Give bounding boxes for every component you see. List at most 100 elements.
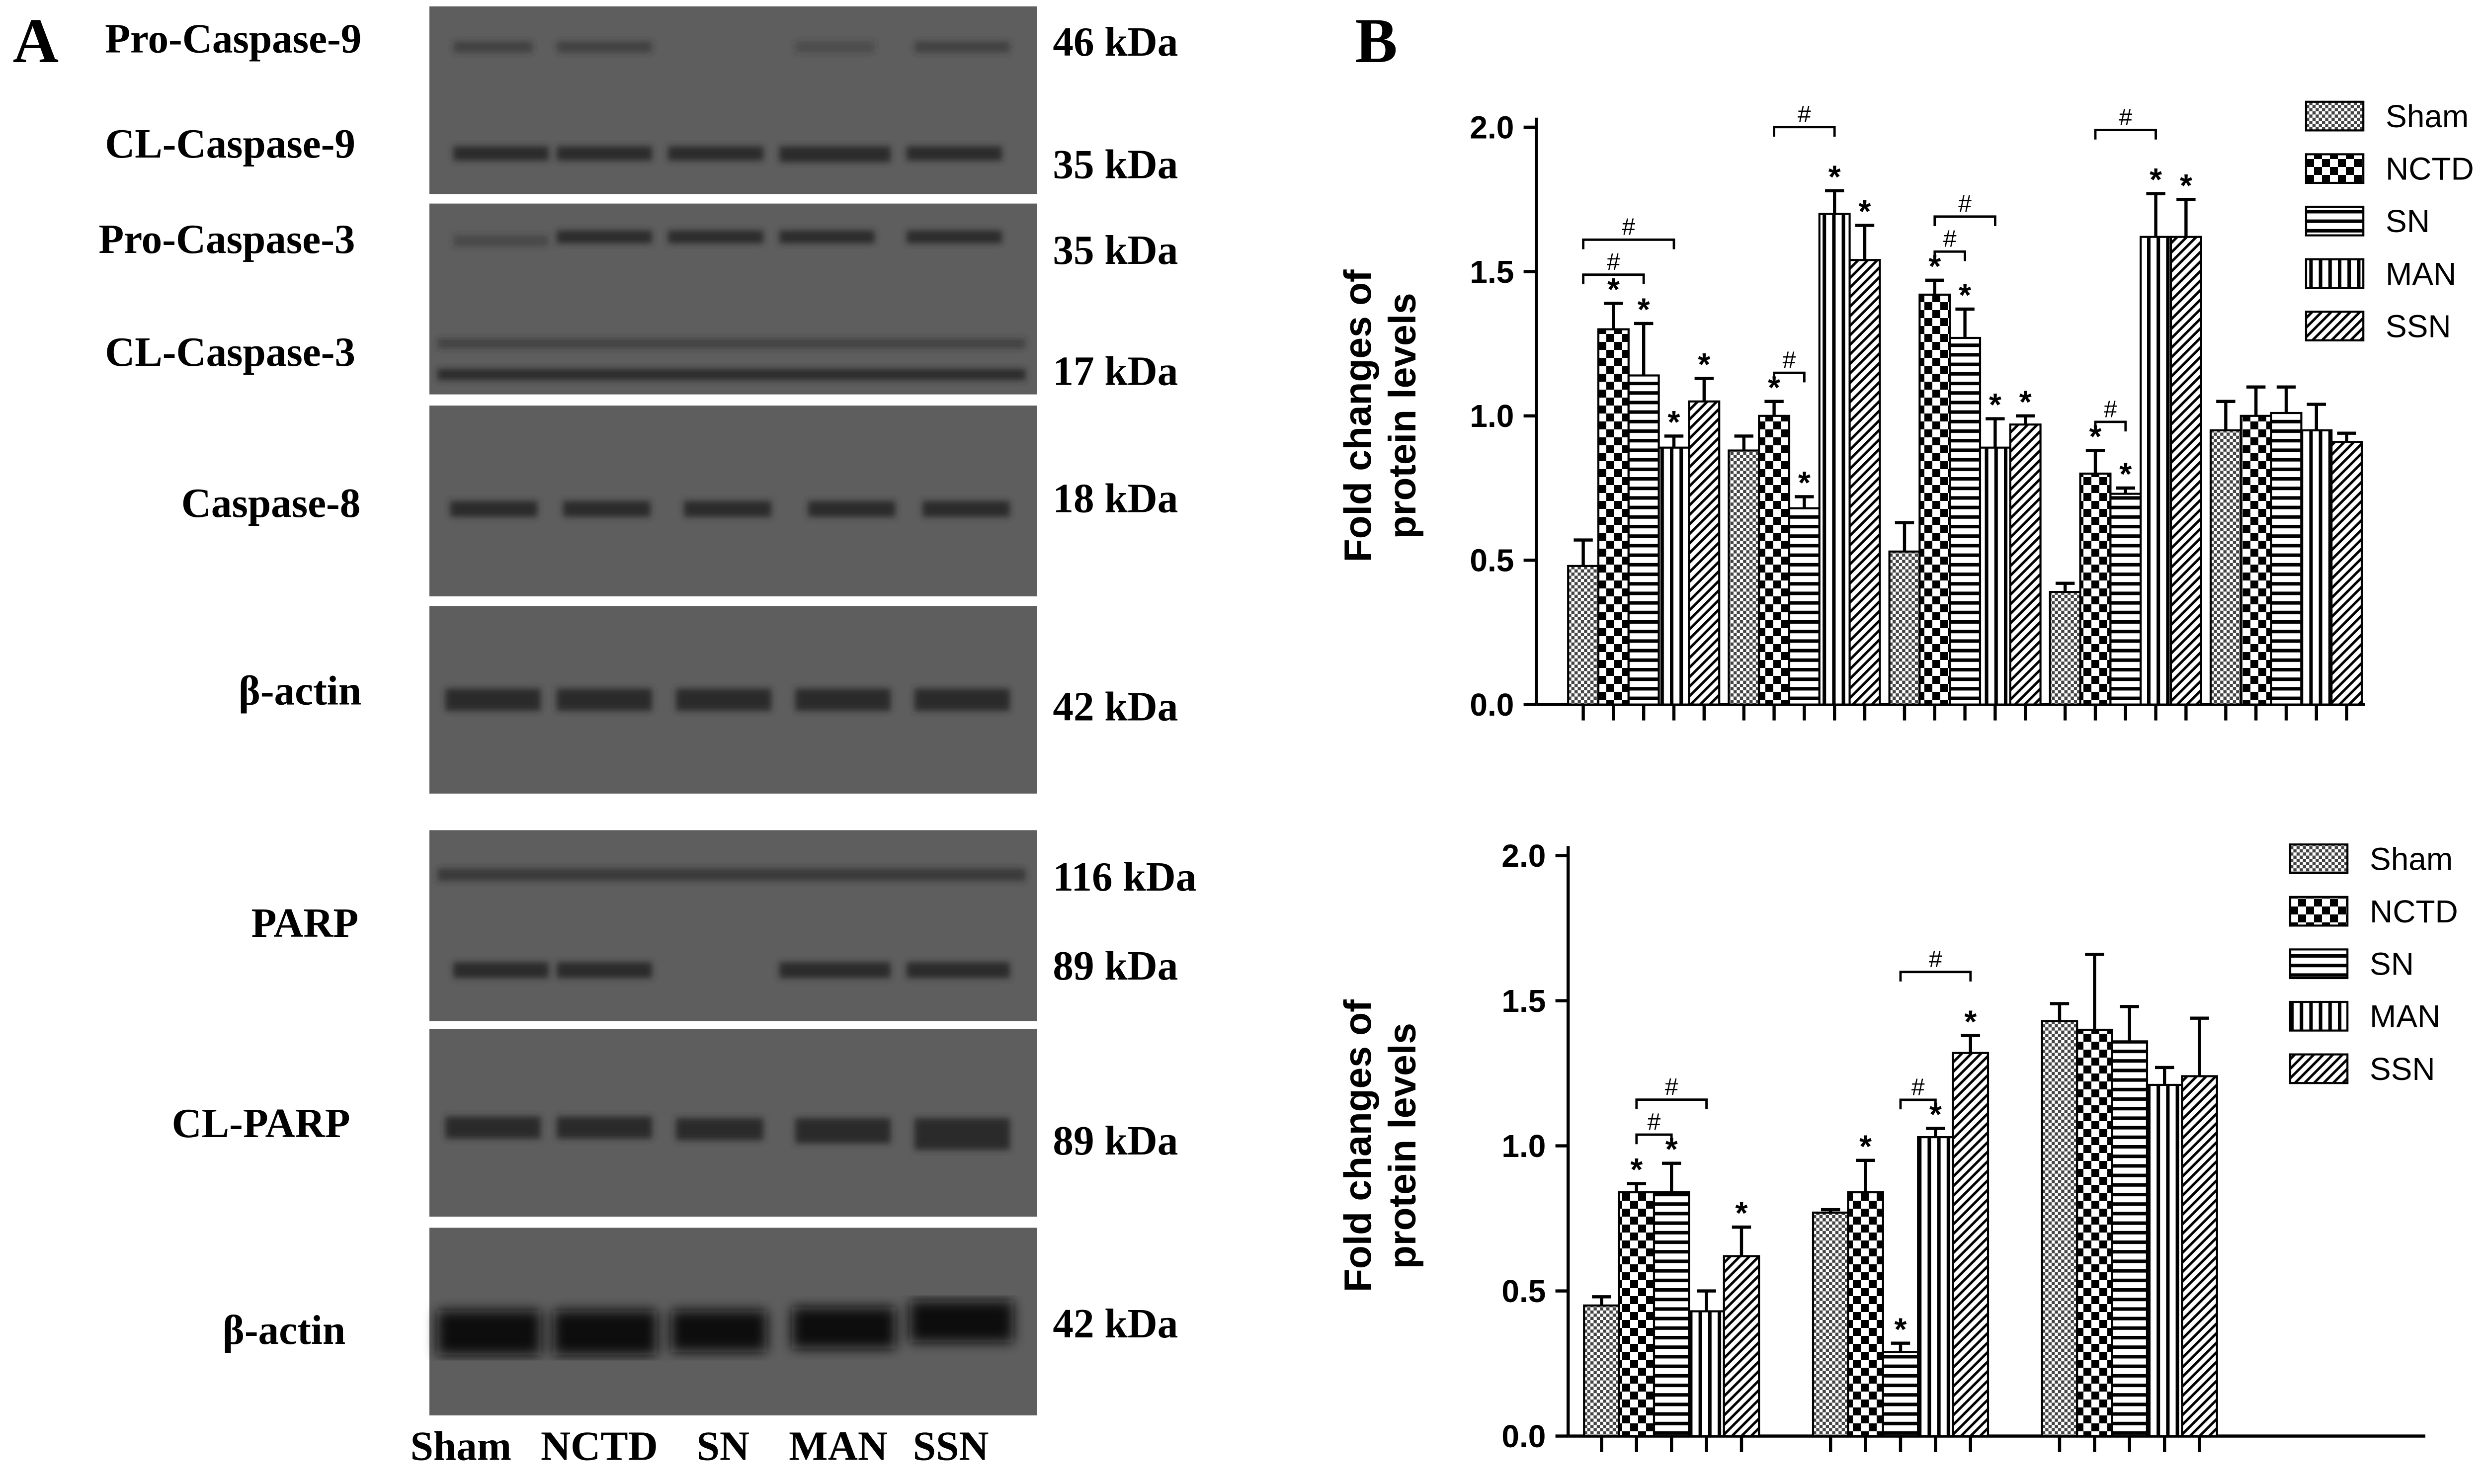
bracket-label: # bbox=[1958, 191, 1972, 217]
bracket-label: # bbox=[1798, 101, 1811, 128]
bar bbox=[1723, 1255, 1760, 1437]
label-cl-caspase-9: CL-Caspase-9 bbox=[105, 121, 356, 167]
bar bbox=[1882, 1351, 1919, 1437]
legend-label: SN bbox=[2386, 203, 2430, 239]
legend-swatch bbox=[2305, 100, 2365, 132]
y-tick-label: 2.0 bbox=[1470, 109, 1514, 145]
bar bbox=[1583, 1304, 1620, 1437]
significance-star: * bbox=[2019, 384, 2032, 419]
panel-b-letter: B bbox=[1355, 4, 1398, 77]
bar bbox=[1618, 1191, 1656, 1437]
significance-star: * bbox=[1895, 1311, 1907, 1347]
legend-swatch bbox=[2289, 1053, 2349, 1084]
bar bbox=[2330, 440, 2363, 706]
label-cl-parp: CL-PARP bbox=[171, 1100, 350, 1147]
legend-swatch bbox=[2289, 843, 2349, 874]
y-tick-label: 1.5 bbox=[1470, 254, 1514, 290]
significance-bracket bbox=[1899, 971, 1972, 982]
y-axis-label: Fold changes of protein levels bbox=[1336, 269, 1424, 562]
kda-label: 18 kDa bbox=[1053, 475, 1178, 522]
y-tick-label: 0.0 bbox=[1470, 687, 1514, 723]
significance-star: * bbox=[1607, 271, 1620, 307]
significance-star: * bbox=[1698, 346, 1710, 382]
bracket-label: # bbox=[1622, 214, 1635, 241]
blot-caspase9 bbox=[429, 6, 1037, 194]
kda-label: 42 kDa bbox=[1053, 1301, 1178, 1347]
bar bbox=[2181, 1075, 2218, 1437]
significance-star: * bbox=[1630, 1152, 1643, 1187]
bar bbox=[2146, 1083, 2183, 1437]
kda-label: 46 kDa bbox=[1053, 19, 1178, 66]
significance-star: * bbox=[1859, 1128, 1872, 1164]
bar bbox=[2076, 1028, 2113, 1437]
significance-star: * bbox=[1989, 387, 2001, 422]
y-tick-label: 1.5 bbox=[1501, 983, 1546, 1019]
legend-swatch bbox=[2305, 311, 2365, 341]
y-tick-label: 0.5 bbox=[1501, 1273, 1546, 1309]
kda-label: 89 kDa bbox=[1053, 1118, 1178, 1164]
label-cl-caspase-3: CL-Caspase-3 bbox=[105, 329, 356, 376]
bar bbox=[1567, 565, 1600, 706]
y-tick-label: 0.5 bbox=[1470, 543, 1514, 578]
bracket-label: # bbox=[1665, 1074, 1678, 1100]
legend-swatch bbox=[2305, 205, 2365, 237]
significance-bracket bbox=[1933, 215, 1996, 227]
label-beta-actin-1: β-actin bbox=[239, 668, 362, 714]
bar bbox=[1812, 1211, 1849, 1437]
legend-label: NCTD bbox=[2370, 894, 2458, 929]
bar bbox=[1847, 1191, 1884, 1437]
bracket-label: # bbox=[2119, 104, 2132, 131]
bracket-label: # bbox=[2104, 396, 2117, 422]
bar bbox=[1758, 414, 1791, 706]
legend-swatch bbox=[2289, 948, 2349, 980]
lane-label-man: MAN bbox=[789, 1423, 888, 1470]
significance-star: * bbox=[1964, 1003, 1977, 1039]
bracket-label: # bbox=[1929, 946, 1942, 973]
bracket-label: # bbox=[1943, 226, 1957, 252]
label-pro-caspase-3: Pro-Caspase-3 bbox=[98, 216, 355, 262]
kda-label: 17 kDa bbox=[1053, 348, 1178, 395]
label-parp: PARP bbox=[251, 900, 359, 946]
lane-label-sn: SN bbox=[696, 1423, 749, 1470]
bar bbox=[1653, 1191, 1690, 1437]
bar bbox=[2009, 423, 2042, 706]
y-tick-label: 1.0 bbox=[1470, 398, 1514, 434]
kda-label: 42 kDa bbox=[1053, 684, 1178, 730]
lane-label-nctd: NCTD bbox=[541, 1423, 658, 1470]
significance-bracket bbox=[1899, 1098, 1937, 1110]
significance-star: * bbox=[2150, 162, 2162, 197]
bar bbox=[1627, 374, 1660, 706]
bracket-label: # bbox=[1911, 1074, 1925, 1100]
significance-star: * bbox=[2119, 456, 2132, 492]
y-tick-label: 1.0 bbox=[1501, 1128, 1546, 1164]
y-tick-label: 2.0 bbox=[1501, 838, 1546, 874]
significance-bracket bbox=[1582, 273, 1645, 284]
bar bbox=[1918, 293, 1951, 706]
blot-parp bbox=[429, 830, 1037, 1021]
significance-bracket bbox=[1773, 126, 1836, 137]
significance-star: * bbox=[2180, 167, 2192, 203]
significance-bracket bbox=[1635, 1098, 1708, 1109]
significance-star: * bbox=[1736, 1195, 1748, 1231]
bar bbox=[1917, 1136, 1954, 1437]
significance-star: * bbox=[1828, 159, 1841, 194]
significance-star: * bbox=[1638, 292, 1650, 328]
legend-swatch bbox=[2289, 896, 2349, 927]
bracket-label: # bbox=[1607, 249, 1620, 275]
bar bbox=[2239, 414, 2272, 706]
significance-bracket bbox=[1933, 250, 1967, 261]
significance-bracket bbox=[1582, 238, 1675, 249]
significance-bracket bbox=[1635, 1133, 1673, 1145]
bracket-label: # bbox=[1783, 347, 1796, 374]
significance-bracket bbox=[2094, 420, 2127, 432]
kda-label: 116 kDa bbox=[1053, 854, 1197, 901]
legend-swatch bbox=[2305, 258, 2365, 289]
bar bbox=[2041, 1020, 2078, 1437]
lane-label-ssn: SSN bbox=[912, 1423, 989, 1470]
significance-star: * bbox=[1668, 404, 1680, 440]
bar bbox=[1688, 1310, 1725, 1437]
significance-star: * bbox=[1959, 277, 1971, 313]
kda-label: 35 kDa bbox=[1053, 141, 1178, 188]
bar bbox=[1952, 1052, 1989, 1437]
